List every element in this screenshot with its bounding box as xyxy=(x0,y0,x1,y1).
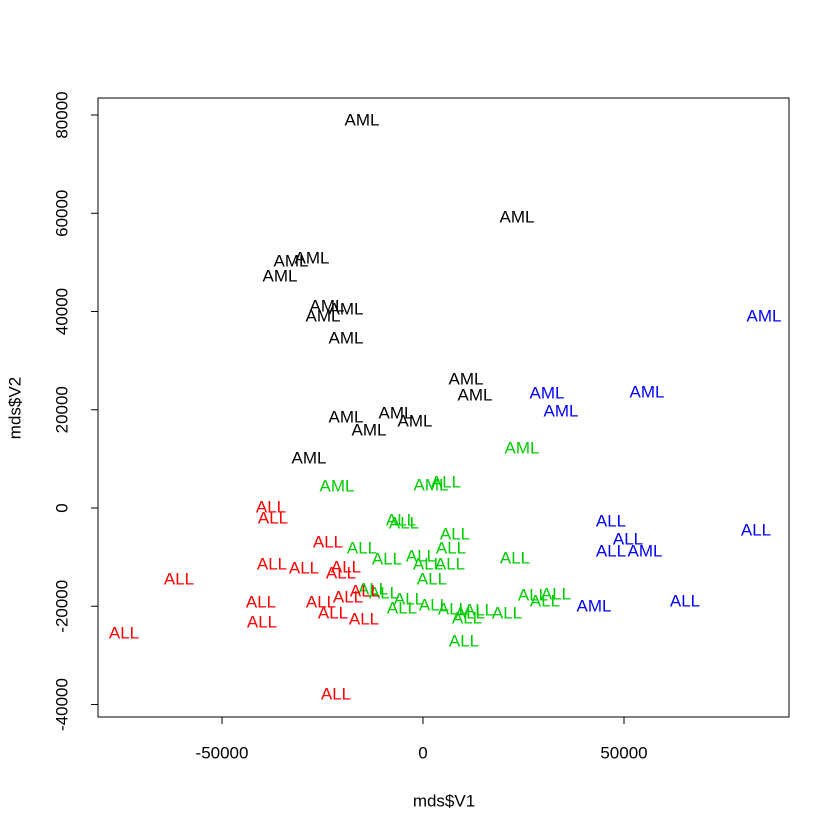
point-label: AML xyxy=(263,266,298,285)
point-label: ALL xyxy=(256,497,286,516)
point-label: ALL xyxy=(741,520,771,539)
point-label: AML xyxy=(530,383,565,402)
point-label: ALL xyxy=(541,584,571,603)
y-tick-label: 60000 xyxy=(52,190,71,237)
point-label: ALL xyxy=(369,583,399,602)
point-label: ALL xyxy=(613,529,643,548)
point-label: AML xyxy=(329,328,364,347)
point-label: ALL xyxy=(431,472,461,491)
point-label: ALL xyxy=(347,538,377,557)
point-label: AML xyxy=(630,382,665,401)
point-label: ALL xyxy=(326,563,356,582)
point-label: AML xyxy=(379,403,414,422)
point-label: AML xyxy=(274,251,309,270)
point-label: ALL xyxy=(109,623,139,642)
point-label: ALL xyxy=(164,569,194,588)
point-label: AML xyxy=(747,306,782,325)
point-label: AML xyxy=(345,110,380,129)
point-label: ALL xyxy=(455,603,485,622)
point-label: ALL xyxy=(389,513,419,532)
x-axis-label: mds$V1 xyxy=(413,791,475,810)
point-label: AML xyxy=(544,401,579,420)
point-label: ALL xyxy=(440,524,470,543)
y-tick-label: 40000 xyxy=(52,288,71,335)
point-label: ALL xyxy=(247,612,277,631)
point-label: ALL xyxy=(331,557,361,576)
point-label: ALL xyxy=(350,581,380,600)
point-label: AML xyxy=(449,369,484,388)
point-label: ALL xyxy=(387,598,417,617)
point-label: ALL xyxy=(321,684,351,703)
x-tick-label: 0 xyxy=(418,743,427,762)
point-label: ALL xyxy=(289,558,319,577)
point-label: AML xyxy=(306,306,341,325)
point-label: AML xyxy=(577,596,612,615)
point-label: ALL xyxy=(386,510,416,529)
point-label: ALL xyxy=(413,554,443,573)
point-label: ALL xyxy=(452,608,482,627)
y-tick-label: 80000 xyxy=(52,91,71,138)
y-tick-label: 20000 xyxy=(52,386,71,433)
point-label: ALL xyxy=(246,592,276,611)
point-label: ALL xyxy=(518,585,548,604)
point-label: AML xyxy=(329,407,364,426)
point-label: AML xyxy=(320,476,355,495)
y-tick-label: 0 xyxy=(52,503,71,512)
point-label: ALL xyxy=(358,579,388,598)
plot-box xyxy=(97,97,790,718)
point-label: ALL xyxy=(500,548,530,567)
point-label: ALL xyxy=(257,554,287,573)
point-label: AML xyxy=(505,438,540,457)
x-tick-label: -50000 xyxy=(196,743,249,762)
point-label: ALL xyxy=(306,592,336,611)
y-tick-label: -20000 xyxy=(52,580,71,633)
point-label: ALL xyxy=(596,511,626,530)
point-label: AML xyxy=(398,411,433,430)
point-label: AML xyxy=(295,248,330,267)
point-label: ALL xyxy=(349,609,379,628)
point-label: ALL xyxy=(436,538,466,557)
point-label: ALL xyxy=(419,595,449,614)
point-label: ALL xyxy=(417,569,447,588)
point-label: ALL xyxy=(449,631,479,650)
point-label: AML xyxy=(458,385,493,404)
point-label: ALL xyxy=(406,546,436,565)
point-label: ALL xyxy=(394,589,424,608)
point-label: ALL xyxy=(258,508,288,527)
y-tick-label: -40000 xyxy=(52,678,71,731)
point-label: AML xyxy=(310,296,345,315)
point-label: ALL xyxy=(492,603,522,622)
x-tick-label: 50000 xyxy=(600,743,647,762)
point-label: ALL xyxy=(372,549,402,568)
point-label: ALL xyxy=(318,603,348,622)
point-label: ALL xyxy=(333,587,363,606)
point-label: AML xyxy=(329,299,364,318)
point-label: ALL xyxy=(670,591,700,610)
point-label: AML xyxy=(414,475,449,494)
point-label: ALL xyxy=(530,591,560,610)
point-label: AML xyxy=(500,207,535,226)
point-label: ALL xyxy=(313,532,343,551)
point-label: ALL xyxy=(438,599,468,618)
point-label: ALL xyxy=(464,600,494,619)
point-label: AML xyxy=(628,541,663,560)
point-label: AML xyxy=(292,448,327,467)
point-label: ALL xyxy=(435,554,465,573)
point-label: ALL xyxy=(596,541,626,560)
y-axis-label: mds$V2 xyxy=(5,377,24,439)
point-label: AML xyxy=(352,420,387,439)
